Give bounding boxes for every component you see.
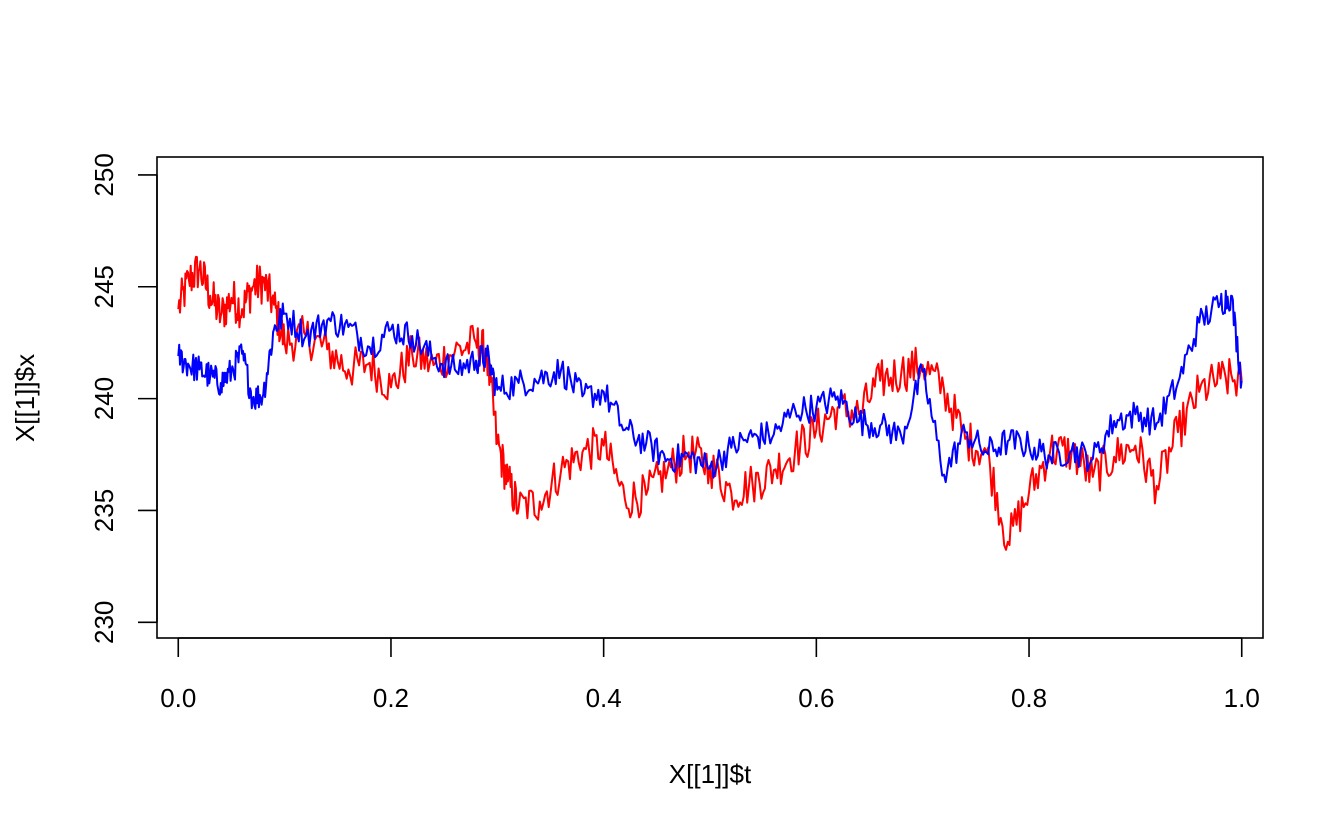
series-line-1 — [177, 255, 1243, 551]
x-tick-label: 0.8 — [1011, 683, 1047, 713]
x-axis: 0.0 0.2 0.4 0.6 0.8 1.0 — [160, 637, 1260, 713]
series-line-2 — [177, 289, 1243, 484]
x-tick-label: 0.2 — [373, 683, 409, 713]
plot-frame — [156, 156, 1264, 639]
y-axis-label: X[[1]]$x — [10, 354, 40, 442]
x-tick-label: 1.0 — [1224, 683, 1260, 713]
y-tick-label: 235 — [89, 489, 119, 532]
x-tick-label: 0.0 — [160, 683, 196, 713]
y-tick-label: 245 — [89, 265, 119, 308]
y-tick-label: 230 — [89, 601, 119, 644]
x-tick-label: 0.4 — [586, 683, 622, 713]
y-tick-label: 250 — [89, 153, 119, 196]
x-tick-label: 0.6 — [798, 683, 834, 713]
series-layer — [177, 255, 1243, 551]
y-axis: 230 235 240 245 250 — [89, 153, 158, 644]
y-tick-label: 240 — [89, 377, 119, 420]
x-axis-label: X[[1]]$t — [669, 759, 752, 789]
